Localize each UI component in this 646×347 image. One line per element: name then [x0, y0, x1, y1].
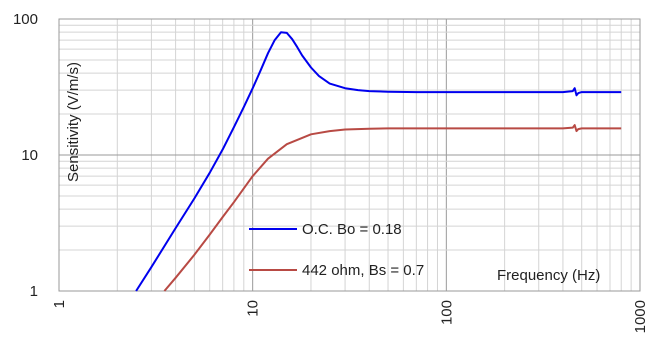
x-tick-label: 10	[245, 300, 262, 317]
series-line-0	[135, 31, 622, 292]
x-tick-label: 100	[438, 300, 455, 325]
y-tick-label: 1	[30, 283, 38, 300]
series-layer	[135, 31, 622, 292]
series-line-1	[163, 124, 622, 292]
x-tick-label: 1000	[632, 300, 646, 333]
y-axis-label: Sensitivity (V/m/s)	[65, 62, 82, 182]
y-tick-label: 100	[13, 11, 38, 28]
x-tick-label: 1	[51, 300, 68, 308]
y-tick-label: 10	[21, 147, 38, 164]
tick-labels: 1 10 100 1 10 100 1000	[13, 11, 646, 333]
legend-label-oc: O.C. Bo = 0.18	[302, 221, 402, 238]
grid-lines	[58, 19, 640, 292]
plot-frame	[58, 18, 641, 292]
legend-label-442-ohm: 442 ohm, Bs = 0.7	[302, 262, 424, 279]
x-axis-label: Frequency (Hz)	[497, 267, 600, 284]
legend: O.C. Bo = 0.18 442 ohm, Bs = 0.7	[249, 221, 424, 279]
